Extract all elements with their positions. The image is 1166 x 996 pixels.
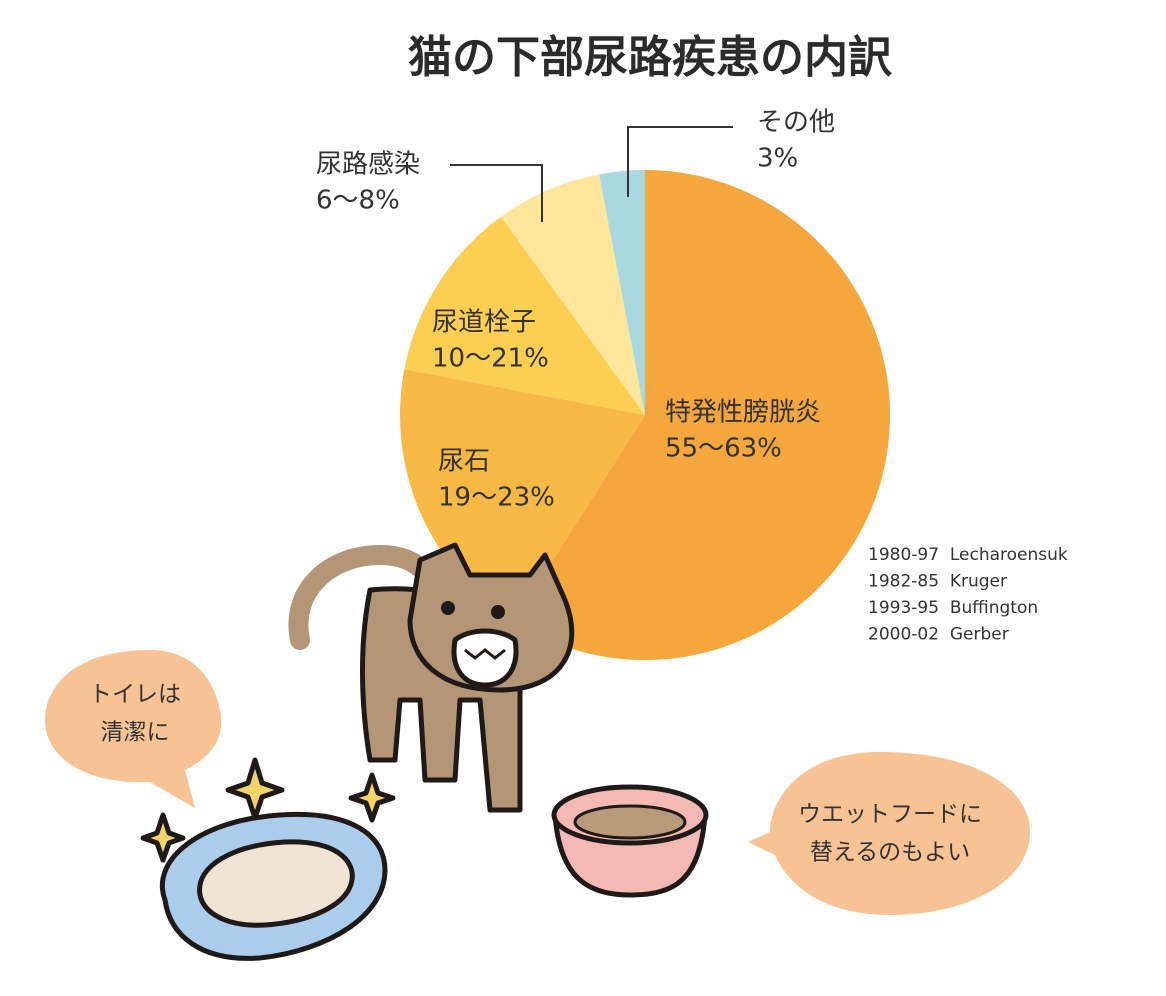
bubble-text: ウエットフードに: [798, 802, 982, 828]
leader-line: [450, 164, 543, 222]
slice-value-label: 10～21%: [432, 344, 549, 374]
cat: [288, 542, 575, 813]
slice-label: 尿道栓子: [432, 308, 536, 338]
litter-box: [159, 811, 388, 961]
slice-value-label: 6～8%: [316, 186, 400, 216]
source-note: 1980-97 Lecharoensuk: [868, 545, 1068, 565]
slice-label: 尿路感染: [316, 150, 420, 180]
leader-line: [627, 126, 733, 197]
bubble-text: 清潔に: [101, 720, 170, 746]
speech-bubble: [748, 752, 1030, 915]
pie-slice: [500, 174, 645, 415]
pie-slice: [404, 216, 645, 415]
slice-value-label: 19～23%: [438, 483, 555, 513]
pie-slice: [513, 170, 890, 660]
slice-label: 尿石: [438, 447, 490, 477]
slice-label: 特発性膀胱炎: [665, 398, 821, 428]
source-note: 1993-95 Buffington: [868, 598, 1038, 618]
slice-value-label: 55～63%: [665, 434, 782, 464]
slice-label: その他: [757, 108, 835, 138]
sparkle: [348, 772, 396, 823]
sparkle: [225, 757, 285, 821]
food-bowl: [551, 784, 709, 898]
speech-bubble: [45, 650, 222, 808]
source-note: 2000-02 Gerber: [868, 625, 1009, 645]
bubble-text: 替えるのもよい: [810, 840, 970, 866]
source-note: 1982-85 Kruger: [868, 572, 1007, 592]
chart-title: 猫の下部尿路疾患の内訳: [408, 32, 893, 83]
pie-slice: [599, 170, 645, 415]
bubble-text: トイレは: [89, 682, 181, 708]
slice-value-label: 3%: [757, 144, 798, 174]
sparkle: [140, 812, 186, 863]
